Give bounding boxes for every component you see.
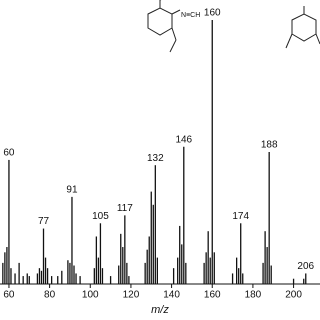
peak-label: 77 <box>38 216 50 227</box>
peak-label: 117 <box>117 203 133 214</box>
molecule-left <box>147 0 181 53</box>
x-tick-label: 120 <box>123 290 140 301</box>
peak-label: 174 <box>232 211 249 222</box>
structure-label: N≡CH <box>181 12 200 19</box>
peak-label: 188 <box>261 140 278 151</box>
x-tick-label: 140 <box>163 290 180 301</box>
peak-label: 160 <box>204 8 221 19</box>
x-axis-label: m/z <box>151 304 169 316</box>
x-tick-label: 200 <box>285 290 302 301</box>
x-tick-label: 60 <box>3 290 15 301</box>
peak-label: 60 <box>3 148 15 159</box>
x-tick-label: 180 <box>245 290 262 301</box>
peak-label: 91 <box>66 185 78 196</box>
x-tick-label: 160 <box>204 290 221 301</box>
peak-label: 206 <box>297 261 314 272</box>
peak-label: 146 <box>175 134 192 145</box>
x-tick-label: 80 <box>44 290 56 301</box>
x-tick-label: 100 <box>82 290 99 301</box>
peak-label: 105 <box>92 211 109 222</box>
peak-label: 132 <box>147 153 164 164</box>
molecule-right <box>285 6 320 49</box>
